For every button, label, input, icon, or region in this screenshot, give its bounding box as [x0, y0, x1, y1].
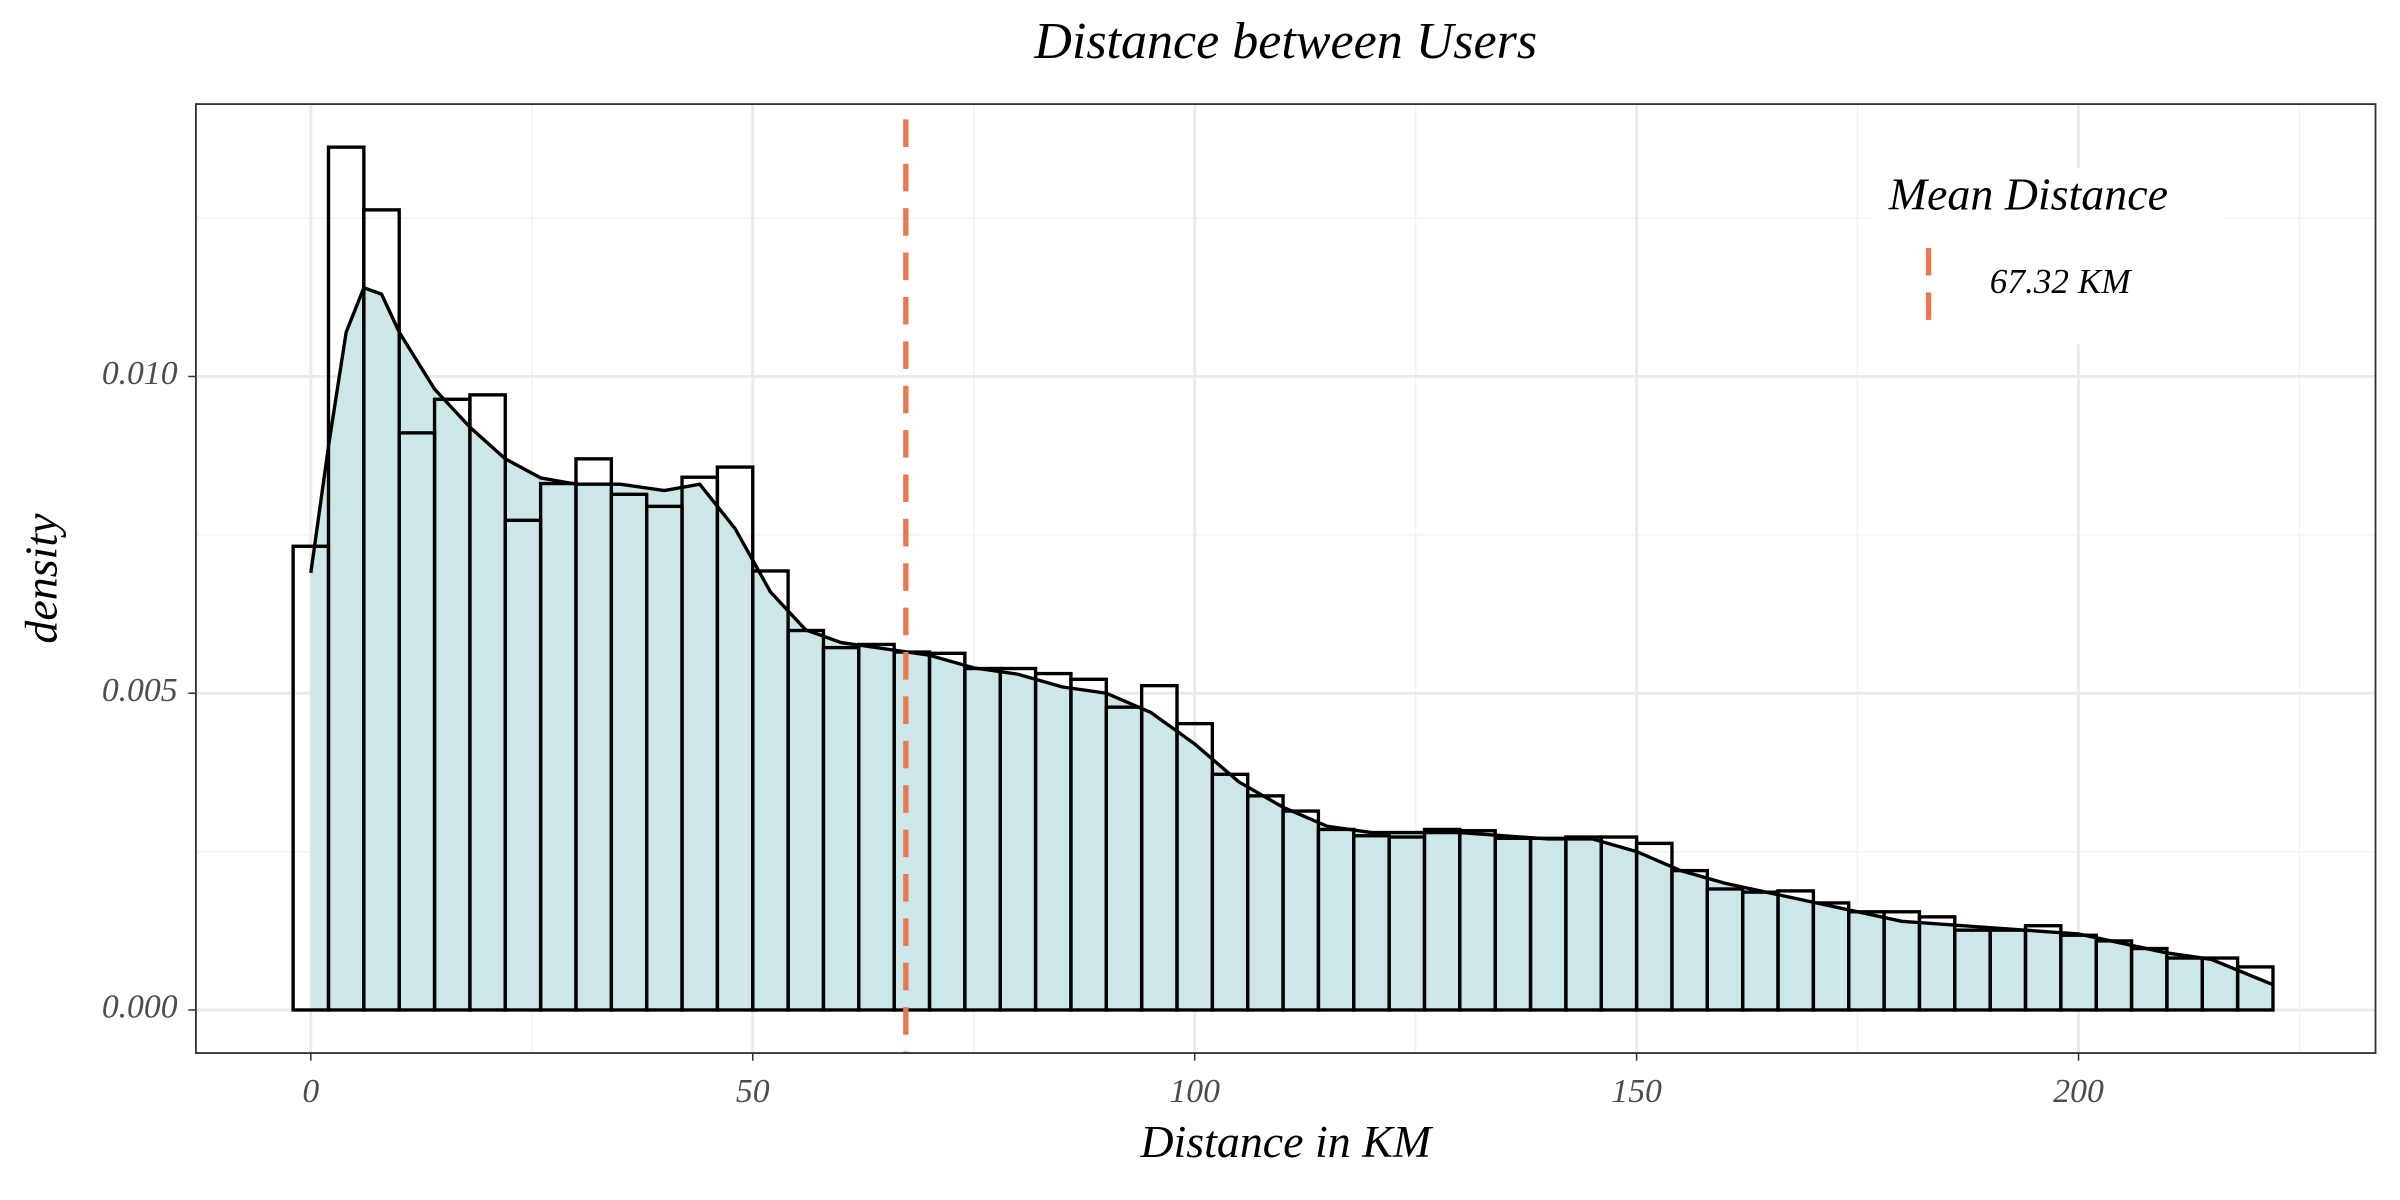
plot-area	[291, 119, 2275, 1054]
x-tick-label: 100	[1169, 1073, 1220, 1110]
density-area	[310, 287, 2273, 1010]
chart-title: Distance between Users	[1033, 13, 1537, 70]
x-tick-label: 150	[1611, 1073, 1662, 1110]
y-tick-label: 0.000	[102, 989, 178, 1026]
legend-title: Mean Distance	[1888, 169, 2168, 220]
x-tick-label: 200	[2053, 1073, 2104, 1110]
x-tick-label: 0	[302, 1073, 319, 1110]
legend: Mean Distance 67.32 KM	[1870, 168, 2226, 345]
axes: 0 50 100 150 200 0.000 0.005 0.010	[102, 355, 2104, 1110]
density-line	[309, 285, 2274, 987]
y-axis-label: density	[15, 513, 66, 644]
x-tick-label: 50	[736, 1073, 770, 1110]
y-tick-label: 0.005	[102, 672, 178, 709]
x-axis-label: Distance in KM	[1139, 1116, 1433, 1167]
legend-label: 67.32 KM	[1990, 262, 2132, 301]
y-tick-label: 0.010	[102, 355, 178, 392]
panel-border	[194, 103, 2377, 1054]
histogram-bar	[2235, 965, 2275, 1012]
